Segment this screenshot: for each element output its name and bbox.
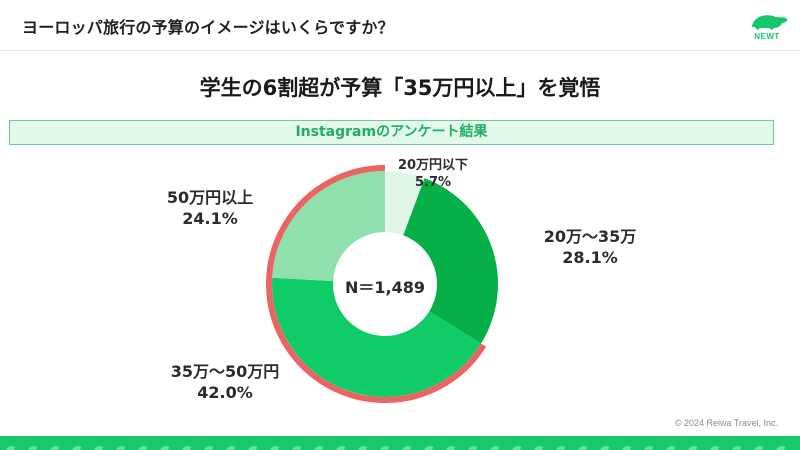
turtle-pattern-icon [357, 446, 369, 450]
turtle-pattern-icon [137, 446, 149, 450]
pie-segment [403, 178, 498, 344]
turtle-pattern-icon [467, 446, 479, 450]
turtle-pattern-icon [49, 446, 61, 450]
turtle-pattern-icon [445, 446, 457, 450]
turtle-pattern-icon [511, 446, 523, 450]
turtle-pattern-icon [379, 446, 391, 450]
turtle-pattern-icon [181, 446, 193, 450]
turtle-pattern-icon [269, 446, 281, 450]
header: ヨーロッパ旅行の予算のイメージはいくらですか？ NEWT [0, 0, 800, 51]
turtle-pattern-icon [5, 446, 17, 450]
highlight-arc [266, 165, 487, 403]
copyright: © 2024 Reiwa Travel, Inc. [674, 418, 778, 428]
segment-value: 5.7% [414, 175, 452, 190]
segment-name: 20万～35万 [543, 227, 637, 246]
turtle-pattern-icon [533, 446, 545, 450]
survey-banner: Instagramのアンケート結果 [9, 120, 774, 145]
turtle-pattern-icon [71, 446, 83, 450]
turtle-pattern-icon [687, 446, 699, 450]
turtle-pattern-icon [577, 446, 589, 450]
segment-value: 42.0% [197, 383, 253, 402]
label-35-50man: 35万～50万円 42.0% [140, 361, 310, 403]
segment-name: 20万円以下 [397, 158, 469, 173]
segment-value: 24.1% [182, 209, 238, 228]
turtle-pattern-icon [291, 446, 303, 450]
turtle-pattern-icon [643, 446, 655, 450]
segment-name: 35万～50万円 [170, 362, 280, 381]
logo-text: NEWT [754, 32, 780, 41]
turtle-pattern-icon [731, 446, 743, 450]
turtle-pattern-icon [335, 446, 347, 450]
label-20-35man: 20万～35万 28.1% [520, 226, 660, 268]
banner-label: Instagramのアンケート結果 [295, 124, 488, 140]
turtle-pattern-icon [775, 446, 787, 450]
turtle-pattern-icon [93, 446, 105, 450]
turtle-pattern-icon [225, 446, 237, 450]
turtle-pattern-icon [401, 446, 413, 450]
label-over-50man: 50万円以上 24.1% [140, 187, 280, 229]
turtle-pattern-icon [247, 446, 259, 450]
turtle-pattern-icon [555, 446, 567, 450]
turtle-pattern-icon [489, 446, 501, 450]
pie-segment [385, 171, 425, 236]
turtle-pattern-icon [665, 446, 677, 450]
sample-size-label: N＝1,489 [344, 278, 425, 297]
segment-value: 28.1% [562, 248, 618, 267]
newt-logo: NEWT [744, 10, 790, 44]
pie-segment [272, 171, 385, 282]
turtle-pattern-icon [115, 446, 127, 450]
pie-segment [272, 277, 482, 397]
turtle-pattern-icon [599, 446, 611, 450]
footer-pattern-bar [0, 436, 800, 450]
turtle-icon [751, 15, 788, 30]
turtle-pattern-icon [27, 446, 39, 450]
page-question: ヨーロッパ旅行の予算のイメージはいくらですか？ [22, 18, 394, 37]
turtle-pattern-icon [709, 446, 721, 450]
turtle-pattern-icon [621, 446, 633, 450]
headline: 学生の6割超が予算「35万円以上」を覚悟 [199, 76, 601, 100]
turtle-pattern-icon [159, 446, 171, 450]
label-under-20man: 20万円以下 5.7% [378, 157, 488, 191]
turtle-pattern-icon [753, 446, 765, 450]
turtle-pattern-icon [203, 446, 215, 450]
turtle-pattern-icon [423, 446, 435, 450]
turtle-pattern-icon [313, 446, 325, 450]
segment-name: 50万円以上 [166, 188, 254, 207]
